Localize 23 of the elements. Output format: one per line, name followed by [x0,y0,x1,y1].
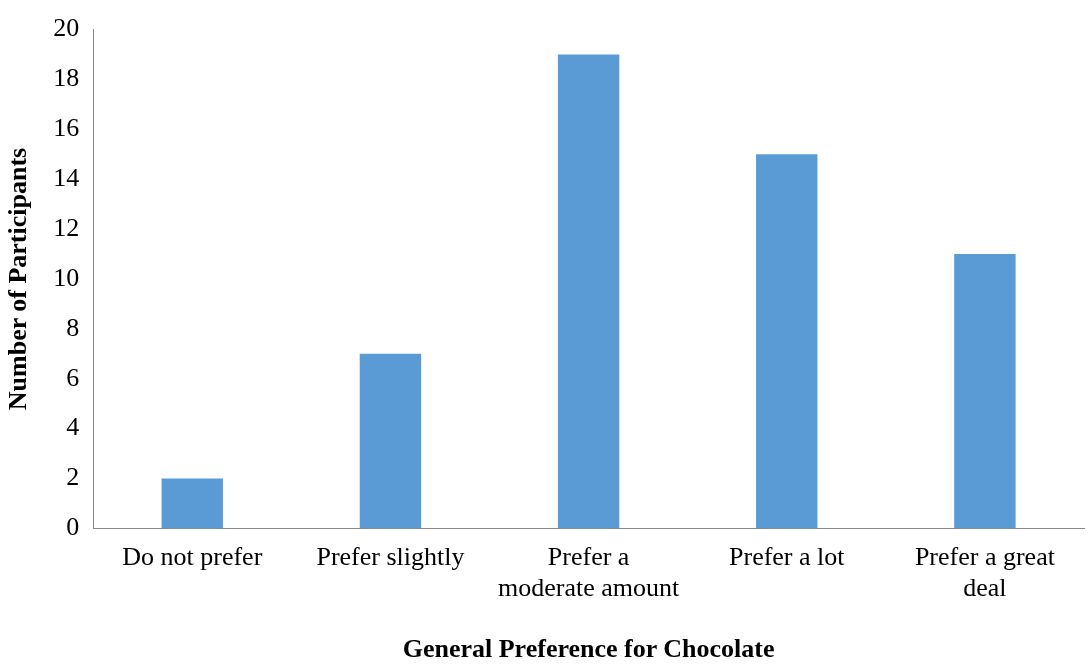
y-tick-label: 18 [53,63,80,93]
y-axis-title: Number of Participants [3,147,33,411]
bar [954,254,1016,529]
bar [161,478,223,529]
x-tick-label: Prefer a moderate amount [497,541,680,603]
x-axis-title: General Preference for Chocolate [402,634,775,664]
y-tick-label: 2 [66,462,80,492]
bar [557,54,620,529]
y-tick-label: 14 [53,163,80,193]
x-tick-label: Prefer a great deal [914,541,1056,603]
y-tick-label: 8 [66,312,80,342]
y-tick-label: 10 [53,262,80,292]
y-tick-label: 0 [66,512,80,542]
x-tick-label: Prefer slightly [316,541,465,571]
y-tick-label: 16 [53,113,80,143]
y-tick-label: 20 [53,13,80,43]
y-tick-label: 6 [66,362,80,392]
bar [359,353,422,529]
x-tick-label: Prefer a lot [729,541,846,571]
y-tick-label: 4 [66,412,80,442]
x-tick-label: Do not prefer [122,541,263,571]
bar [756,154,818,529]
y-tick-label: 12 [53,212,80,242]
